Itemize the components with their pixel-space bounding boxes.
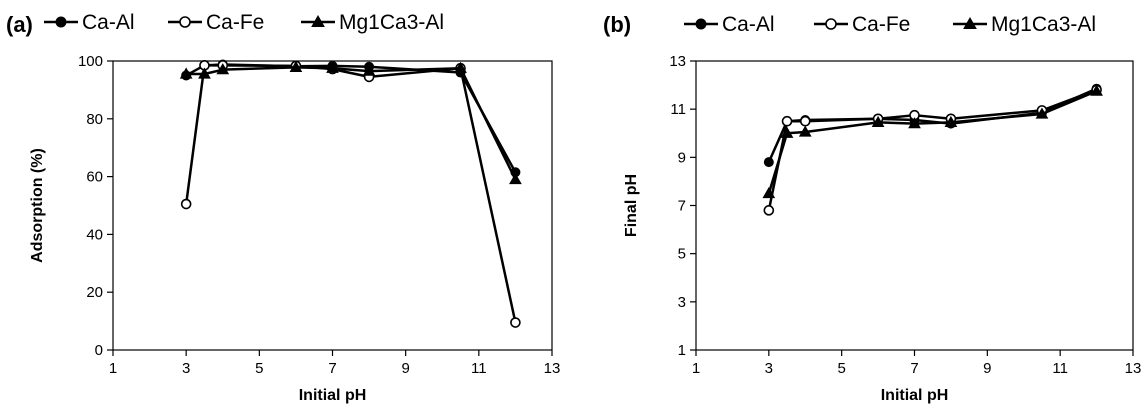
x-tick-label: 13 [1125,360,1142,377]
y-tick-label: 5 [678,246,686,263]
data-point [763,205,775,216]
x-tick-label: 7 [328,360,336,377]
y-tick-label: 13 [669,53,686,70]
legend-marker [179,16,191,28]
legend-label: Ca-Al [722,13,775,36]
panel-b: (b) Ca-Al Ca-Fe Mg1Ca3-Al1 3 5 7 9 11 13135791113… [603,12,1141,404]
series-ca-al [763,83,1102,168]
x-tick-label: 9 [401,360,409,377]
data-point [780,126,794,138]
y-tick-label: 11 [670,101,686,118]
series-line [767,88,1098,211]
legend-label: Ca-Fe [852,13,910,36]
y-tick-label: 3 [678,294,686,311]
x-tick-label: 3 [765,360,773,377]
series-mg1ca3-al [179,60,522,185]
legend-entry-mg1ca3-al: Mg1Ca3-Al [953,13,1096,36]
x-tick-label: 1 [109,360,117,377]
panel-label: (b) [603,12,631,37]
data-point [944,115,958,128]
y-tick-label: 100 [78,53,103,70]
legend-entry-ca-fe: Ca-Fe [814,13,910,36]
data-point [798,125,812,137]
legend-marker [311,14,325,27]
data-point [180,198,192,210]
legend-label: Ca-Fe [206,11,264,34]
legend-entry-ca-fe: Ca-Fe [168,11,264,34]
panel-label: (a) [6,12,33,37]
series-line [767,87,1098,163]
data-point [799,115,811,127]
x-tick-label: 11 [471,360,487,377]
data-point [908,117,921,129]
x-tick-label: 5 [255,360,263,377]
data-point [510,317,521,328]
data-point [198,67,211,79]
series-ca-fe [763,84,1102,216]
y-tick-label: 9 [678,149,686,166]
data-point [871,115,885,128]
data-point [179,67,193,79]
legend-label: Mg1Ca3-Al [991,13,1096,36]
x-tick-label: 7 [910,360,918,377]
data-point [1035,107,1049,119]
legend-label: Ca-Al [82,11,135,34]
legend-marker [55,16,67,28]
x-axis-title: Initial pH [299,387,367,404]
x-tick-label: 9 [983,360,991,377]
y-tick-label: 0 [95,342,103,359]
series-ca-al [181,59,521,178]
y-tick-label: 7 [678,198,686,215]
legend-marker [825,18,837,30]
data-point [454,61,467,73]
legend-label: Mg1Ca3-Al [339,11,444,34]
data-point [781,115,793,127]
x-tick-label: 5 [837,360,845,377]
data-point [762,186,776,199]
data-point [509,172,522,185]
x-tick-label: 3 [182,360,190,377]
y-tick-label: 60 [86,169,103,186]
data-point [763,157,774,168]
panel-a: (a) Ca-Al Ca-Fe Mg1Ca3-Al1 3 5 7 9 11 13020406080… [6,11,560,404]
legend-entry-ca-al: Ca-Al [44,11,135,34]
y-tick-label: 40 [86,226,103,243]
x-tick-label: 11 [1052,360,1068,377]
x-tick-label: 13 [544,360,561,377]
legend-entry-mg1ca3-al: Mg1Ca3-Al [301,11,444,34]
data-point [289,60,303,72]
y-tick-label: 80 [86,111,103,128]
legend-marker [963,16,977,29]
x-axis-title: Initial pH [881,387,949,404]
series-mg1ca3-al [762,84,1103,199]
series-ca-fe [180,60,521,328]
y-axis-title: Final pH [623,174,640,237]
y-tick-label: 20 [86,284,103,301]
x-tick-label: 1 [692,360,700,377]
data-point [362,64,376,76]
legend-marker [695,18,707,30]
data-point [1090,84,1103,96]
data-point [326,61,339,73]
series-line [184,64,517,323]
legend-entry-ca-al: Ca-Al [684,13,775,36]
y-tick-label: 1 [678,342,686,359]
plot-frame [112,60,553,351]
y-axis-title: Adsorption (%) [29,148,46,263]
data-point [216,63,230,75]
series-line [767,89,1098,194]
